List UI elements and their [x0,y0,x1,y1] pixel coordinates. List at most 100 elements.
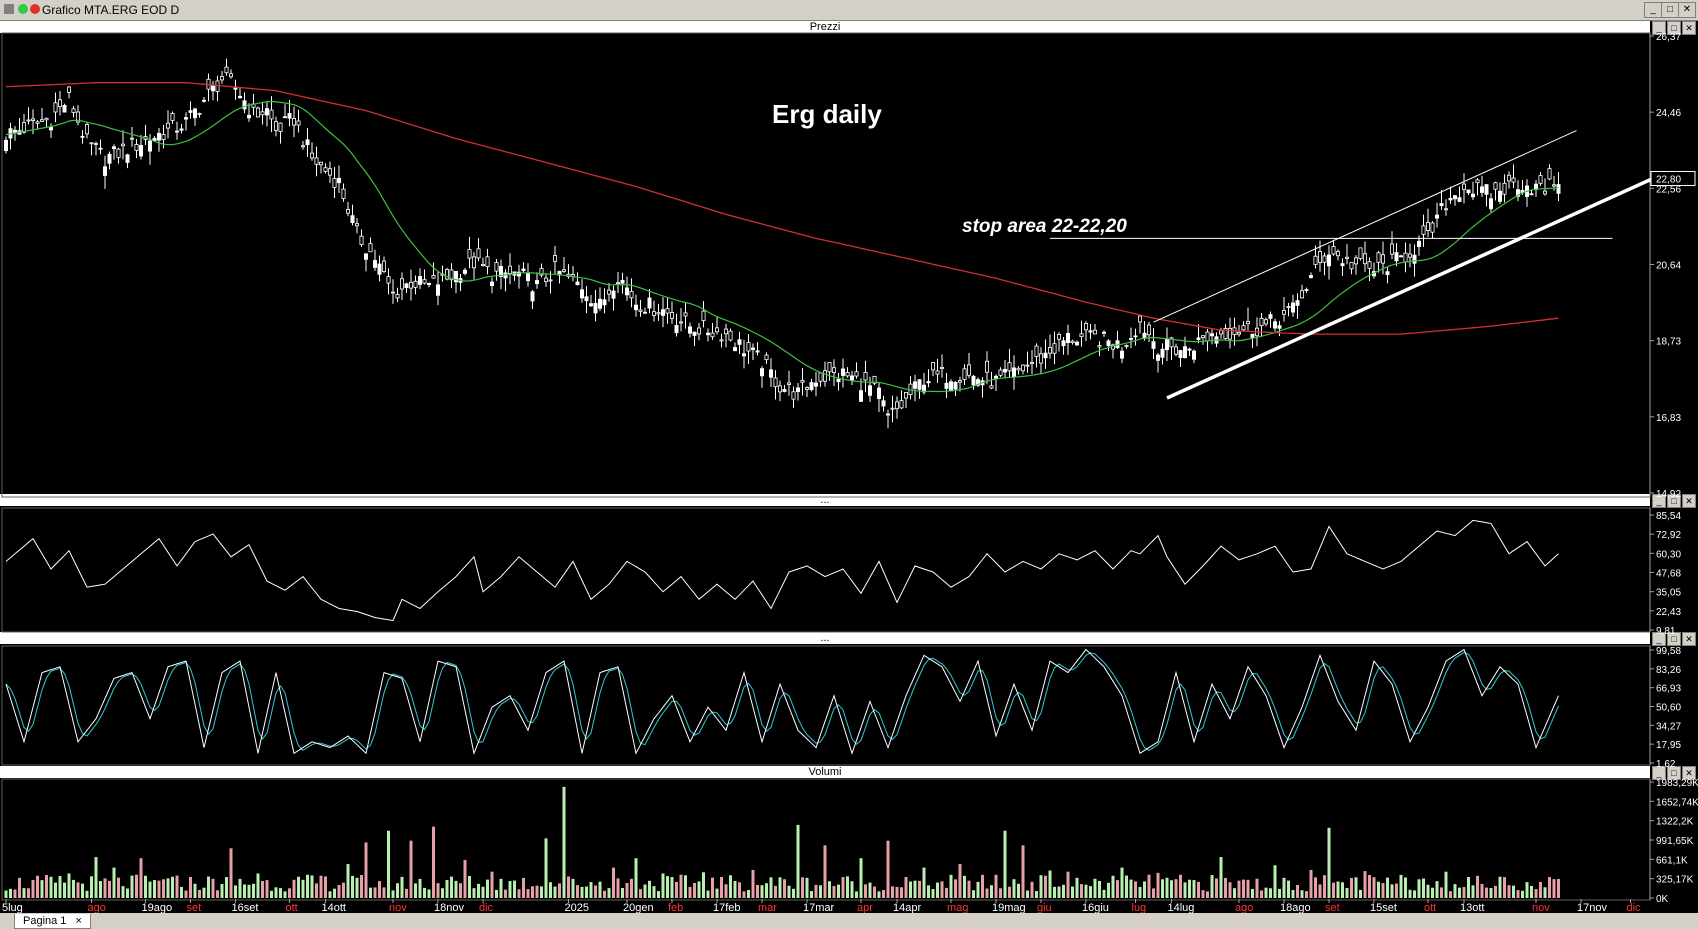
volume-bar [1062,884,1065,898]
volume-bar [562,786,566,898]
volume-bar [1449,891,1452,898]
candle-body [724,328,729,335]
close-button[interactable]: ✕ [1678,2,1696,18]
volume-bar [153,880,156,898]
panel-close-button[interactable]: ✕ [1682,494,1696,508]
volume-bar [1314,877,1317,898]
volume-bar [540,886,543,898]
volume-bar [387,830,390,898]
volume-bar [751,869,755,898]
volume-bar [832,886,836,898]
candle-body [787,382,792,385]
volume-bar [1219,857,1223,898]
volume-bar [1174,879,1178,898]
status-red-icon [30,4,40,14]
stoch-tick-label: 99,58 [1656,646,1681,657]
stoch-d-line [5,651,1559,752]
candle-body [1448,197,1453,201]
candle-body [1313,255,1318,265]
volume-bar [1413,890,1416,898]
candle-body [125,154,130,163]
volume-bar [94,857,98,898]
candle-body [652,311,657,316]
last-price-label: 22,80 [1656,174,1681,185]
volume-bar [1170,880,1173,898]
tab-close-icon[interactable]: × [75,915,82,927]
volume-bar [1237,880,1241,898]
panel-minimize-button[interactable]: _ [1652,632,1666,646]
candle-body [1385,271,1390,276]
volume-bar [1345,888,1349,898]
candle-body [593,302,598,314]
candle-body [971,375,976,386]
candle-body [1273,321,1278,329]
volume-bar [256,873,260,898]
volume-bar [1228,882,1232,898]
volume-bar [382,887,386,898]
panel-close-button[interactable]: ✕ [1682,632,1696,646]
volume-bar [324,876,327,898]
panel-maximize-button[interactable]: □ [1667,21,1681,35]
volume-bar [706,890,710,898]
candle-body [530,291,535,302]
volume-bar [760,885,764,898]
volume-bar [927,885,930,898]
volume-bar [1039,875,1043,898]
candle-body [917,379,922,390]
candle-body [1070,340,1075,343]
x-tick-label: 13ott [1460,902,1484,914]
panel-minimize-button[interactable]: _ [1652,21,1666,35]
volume-bar [693,882,696,898]
x-tick-label: ott [286,902,298,914]
candle-body [1457,197,1462,202]
volume-bar [1080,884,1083,898]
volume-bar [427,889,431,898]
candle-body [152,137,157,142]
volume-bar [175,875,179,898]
panel-close-button[interactable]: ✕ [1682,766,1696,780]
candle-body [967,364,972,376]
candle-body [183,117,188,120]
candle-body [1192,350,1197,360]
volume-bar [1053,886,1056,898]
candle-body [174,130,179,133]
volume-bar [1435,881,1439,898]
volume-bar [1161,879,1164,898]
candle-body [1417,240,1422,247]
candle-body [1079,333,1084,338]
x-tick-label: ago [1235,902,1253,914]
volume-bar [315,883,318,898]
candle-body [800,380,805,383]
volume-bar [396,883,399,898]
volume-bar [697,881,701,898]
volume-bar [1318,884,1322,898]
rsi-tick-label: 60,30 [1656,549,1681,560]
panel-minimize-button[interactable]: _ [1652,766,1666,780]
volume-bar [1399,874,1403,898]
candle-body [21,122,26,133]
window-titlebar: Grafico MTA.ERG EOD D _ □ ✕ [0,0,1698,21]
candle-body [30,118,35,121]
candle-body [1196,337,1201,340]
panel-maximize-button[interactable]: □ [1667,632,1681,646]
tab-pagina-1[interactable]: Pagina 1 × [14,914,91,929]
panel-close-button[interactable]: ✕ [1682,21,1696,35]
volume-bar [850,881,854,898]
candle-body [309,152,314,159]
volume-bar [1183,882,1187,898]
volume-bar [796,824,800,898]
window-menu-icon[interactable] [4,4,14,14]
candle-body [931,362,936,371]
volume-bar [1251,888,1254,898]
candle-body [1030,362,1035,365]
candle-body [390,291,395,294]
candle-body [318,161,323,166]
candle-body [656,312,661,315]
panel-maximize-button[interactable]: □ [1667,766,1681,780]
candle-body [332,177,337,188]
panel-maximize-button[interactable]: □ [1667,494,1681,508]
volume-bar [1260,890,1263,898]
x-tick-label: 15set [1370,902,1397,914]
panel-minimize-button[interactable]: _ [1652,494,1666,508]
